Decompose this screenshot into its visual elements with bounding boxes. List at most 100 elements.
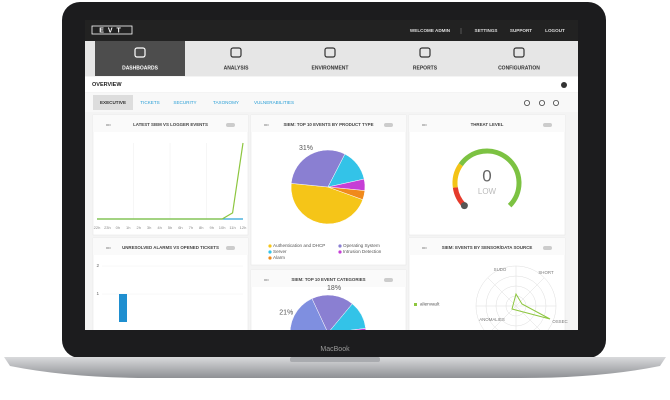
nav-active [95, 41, 185, 76]
tab-active [93, 95, 133, 110]
widget-header [409, 115, 565, 132]
overview-bar [85, 77, 578, 92]
widget [92, 114, 249, 236]
radar-axis-label: OSSEC [552, 319, 567, 324]
legend-dot [268, 244, 272, 248]
logo: EVT [99, 27, 125, 34]
header-link[interactable]: SETTINGS [475, 28, 498, 33]
x-tick-label: 12h [240, 225, 247, 230]
tool-icon [553, 100, 560, 107]
top-bar [85, 20, 578, 41]
pie-slice [311, 294, 353, 330]
radar-spoke [491, 305, 517, 330]
x-tick-label: 1h [126, 225, 130, 230]
legend-dot [268, 250, 272, 254]
logo-box [91, 25, 133, 35]
pie-slice [350, 328, 367, 330]
x-tick-label: 7h [189, 225, 193, 230]
legend-dot [338, 244, 342, 248]
nav-icon [513, 47, 525, 58]
x-tick-label: 6h [178, 225, 182, 230]
legend-label: alienvault [420, 302, 440, 307]
gauge-knob [460, 202, 468, 210]
sub-tab[interactable]: SECURITY [173, 100, 196, 105]
widget-header [251, 270, 406, 287]
tool-icon [524, 100, 531, 107]
nav-tab[interactable]: REPORTS [413, 65, 438, 71]
nav-tab[interactable]: CONFIGURATION [498, 65, 540, 71]
x-tick-label: 0h [116, 225, 120, 230]
x-tick-label: 3h [147, 225, 151, 230]
legend-label: Alarm [273, 255, 285, 260]
legend-label: Authentication and DHCP [273, 243, 325, 248]
widget-header [93, 115, 248, 132]
legend-swatch [414, 303, 417, 306]
screen-content: EVT WELCOME ADMIN SETTINGS SUPPORT LOGOUT DAS… [85, 20, 578, 330]
gauge-label: LOW [478, 187, 497, 196]
sub-tab[interactable]: TICKETS [140, 100, 159, 105]
legend-label: Intrusion Detection [343, 249, 382, 254]
radar-spoke [487, 277, 517, 307]
toggle [384, 123, 393, 127]
widget-header [409, 238, 565, 255]
nav-tab[interactable]: ANALYSIS [224, 65, 249, 71]
toggle [543, 123, 552, 127]
bar [119, 294, 127, 322]
nav-tab[interactable]: DASHBOARDS [122, 65, 159, 71]
x-tick-label: 23h [104, 225, 111, 230]
x-tick-label: 2h [136, 225, 140, 230]
gauge-arc [458, 148, 522, 208]
nav-icon [134, 47, 146, 58]
header-link[interactable]: LOGOUT [545, 28, 565, 33]
toggle [384, 278, 393, 282]
x-tick-label: 4h [157, 225, 161, 230]
radar-axis-label: SUDO [494, 267, 507, 272]
welcome: WELCOME ADMIN [410, 28, 451, 33]
tabs-bar [85, 93, 578, 112]
y-tick-label: 2 [96, 263, 99, 268]
widget-title: UNRESOLVED ALARMS VS OPENED TICKETS [122, 245, 219, 250]
legend-label: Operating System [343, 243, 380, 248]
toggle [543, 246, 552, 250]
toggle [226, 123, 235, 127]
toggle [226, 246, 235, 250]
slice-label: 21% [279, 309, 293, 316]
widget-title: LATEST SIEM VS LOGGER EVENTS [133, 122, 208, 127]
radar-shape [511, 292, 551, 320]
widget-title: SIEM: TOP 10 EVENT CATEGORIES [291, 277, 365, 282]
radar-axis-label: ANOMALIES [479, 317, 505, 322]
gauge-value: 0 [482, 166, 491, 185]
pie-slice [290, 149, 346, 188]
pie-slice [327, 186, 366, 200]
x-tick-label: 10h [219, 225, 226, 230]
gauge-arc [452, 163, 463, 188]
slice-label: 18% [327, 285, 341, 292]
pie-slice [289, 298, 327, 330]
pie-slice [290, 183, 364, 225]
x-tick-label: 22h [94, 225, 101, 230]
legend-dot [268, 256, 272, 260]
device-name: MacBook [320, 346, 350, 353]
nav-icon [419, 47, 431, 58]
sub-tab[interactable]: VULNERABILITIES [254, 100, 294, 105]
close-icon [561, 82, 567, 88]
x-tick-label: 9h [209, 225, 213, 230]
nav-icon [324, 47, 336, 58]
legend-dot [338, 250, 342, 254]
sub-tab[interactable]: EXECUTIVE [100, 100, 126, 105]
series-line [97, 142, 244, 220]
legend-label: Server [273, 249, 287, 254]
widget [408, 114, 566, 236]
widget-header [93, 238, 248, 255]
nav-tab[interactable]: ENVIRONMENT [312, 65, 349, 71]
slice-label: 31% [299, 145, 313, 152]
header-link[interactable]: SUPPORT [510, 28, 532, 33]
sub-tab[interactable]: TAXONOMY [213, 100, 239, 105]
radar-axis-label: SHORT [538, 270, 554, 275]
laptop-notch [290, 357, 380, 362]
nav-icon [230, 47, 242, 58]
laptop-base [4, 357, 666, 378]
radar-spoke [515, 305, 541, 330]
x-tick-label: 5h [168, 225, 172, 230]
